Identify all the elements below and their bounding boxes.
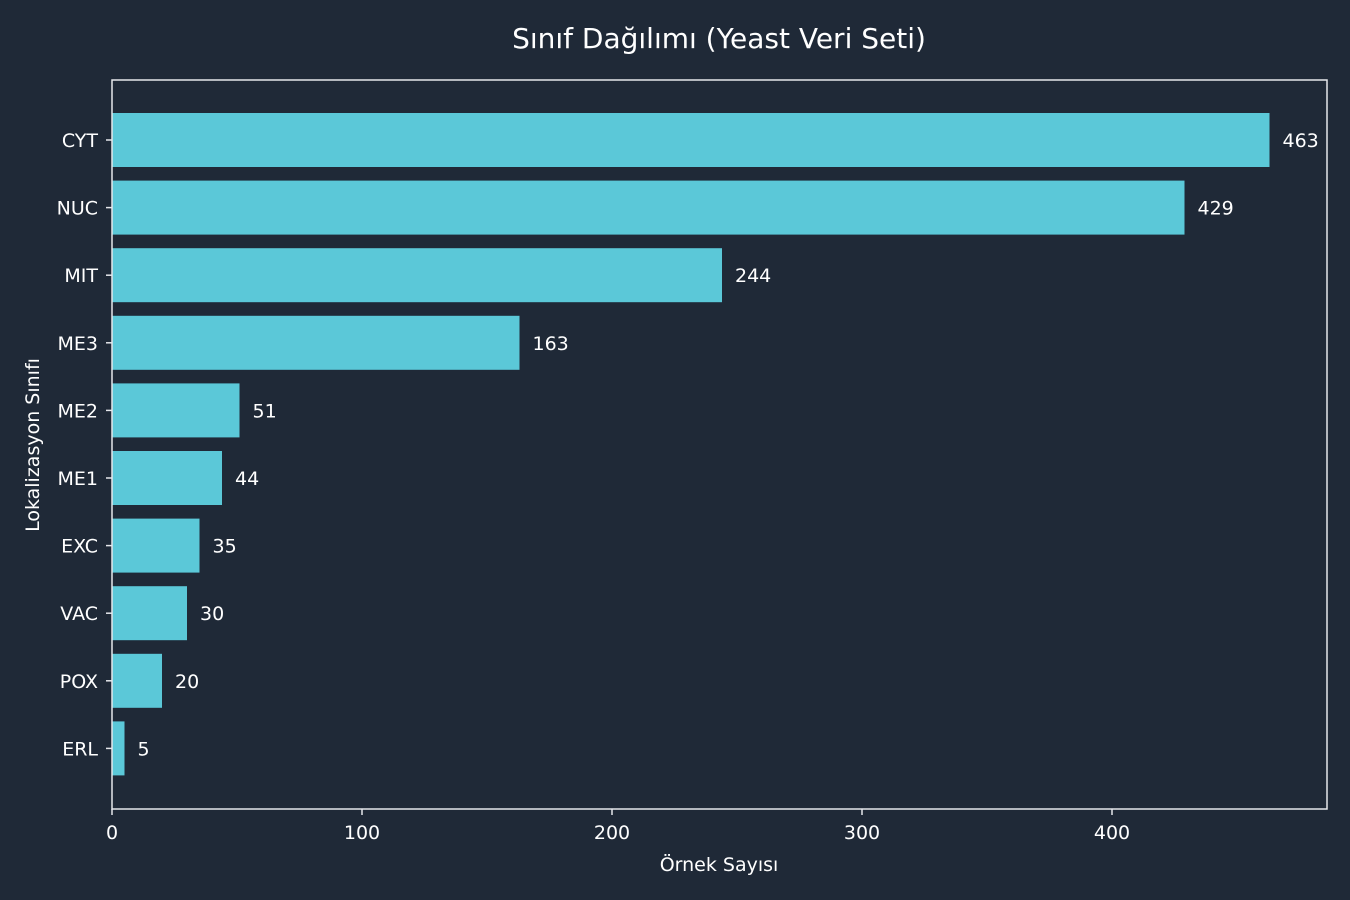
y-tick-label-me1: ME1 bbox=[58, 468, 99, 490]
y-axis-label: Lokalizasyon Sınıfı bbox=[22, 358, 44, 532]
value-label-pox: 20 bbox=[175, 671, 199, 693]
y-tick-label-pox: POX bbox=[60, 671, 98, 693]
y-tick-label-vac: VAC bbox=[60, 603, 98, 625]
x-tick-label-300: 300 bbox=[844, 822, 880, 844]
x-axis: 0 100 200 300 400 bbox=[106, 809, 1130, 844]
plot-frame bbox=[111, 79, 1328, 810]
value-label-me3: 163 bbox=[533, 333, 569, 355]
y-tick-label-cyt: CYT bbox=[62, 130, 99, 152]
x-tick-label-200: 200 bbox=[594, 822, 630, 844]
y-tick-label-me3: ME3 bbox=[58, 333, 99, 355]
y-tick-label-nuc: NUC bbox=[57, 198, 98, 220]
bar-me2 bbox=[112, 383, 240, 438]
value-label-vac: 30 bbox=[200, 603, 224, 625]
chart-title: Sınıf Dağılımı (Yeast Veri Seti) bbox=[512, 22, 926, 55]
y-tick-label-erl: ERL bbox=[62, 738, 98, 760]
y-tick-label-me2: ME2 bbox=[58, 400, 99, 422]
y-axis: CYT NUC MIT ME3 ME2 ME1 EXC VAC POX ERL bbox=[57, 130, 112, 760]
y-tick-label-exc: EXC bbox=[61, 536, 98, 558]
bar-cyt bbox=[112, 113, 1270, 167]
bar-mit bbox=[112, 248, 722, 303]
value-label-me2: 51 bbox=[253, 400, 277, 422]
x-tick-label-400: 400 bbox=[1094, 822, 1130, 844]
bar-vac bbox=[112, 586, 187, 641]
x-tick-label-100: 100 bbox=[344, 822, 380, 844]
x-axis-label: Örnek Sayısı bbox=[660, 853, 779, 876]
x-tick-label-0: 0 bbox=[106, 822, 118, 844]
value-label-cyt: 463 bbox=[1283, 130, 1319, 152]
value-label-exc: 35 bbox=[213, 536, 237, 558]
value-label-erl: 5 bbox=[138, 738, 150, 760]
bar-nuc bbox=[112, 180, 1185, 235]
value-label-mit: 244 bbox=[735, 265, 771, 287]
value-label-me1: 44 bbox=[235, 468, 259, 490]
y-tick-label-mit: MIT bbox=[64, 265, 98, 287]
bar-pox bbox=[112, 653, 162, 708]
bar-exc bbox=[112, 518, 200, 573]
bar-erl bbox=[112, 721, 125, 776]
bars-layer: 463 429 244 163 51 44 35 30 20 5 bbox=[112, 113, 1319, 776]
value-label-nuc: 429 bbox=[1198, 198, 1234, 220]
bar-me3 bbox=[112, 315, 520, 370]
bar-me1 bbox=[112, 451, 222, 505]
